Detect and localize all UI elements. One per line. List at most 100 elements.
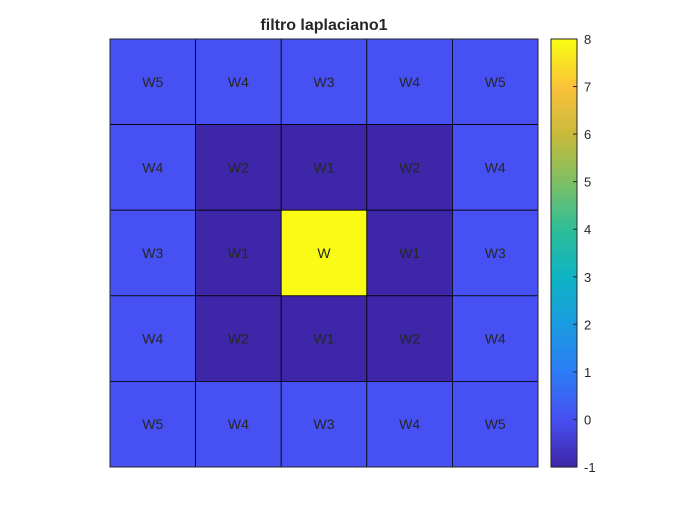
- colorbar-gradient-segment: [551, 460, 577, 465]
- colorbar-gradient-segment: [551, 396, 577, 401]
- colorbar-gradient-segment: [551, 149, 577, 154]
- colorbar-gradient-segment: [551, 229, 577, 234]
- cell-label-r1-c2: W4: [228, 74, 249, 90]
- colorbar-gradient-segment: [551, 463, 577, 468]
- cell-label-r2-c3: W1: [314, 159, 335, 175]
- colorbar-gradient-segment: [551, 216, 577, 221]
- heatmap-cell-r2-c5: [451, 124, 539, 211]
- colorbar-gradient-segment: [551, 222, 577, 227]
- colorbar-gradient-segment: [551, 333, 577, 338]
- colorbar-gradient-segment: [551, 436, 577, 441]
- heatmap-cell-r5-c2: [195, 380, 282, 468]
- colorbar-gradient-segment: [551, 286, 577, 291]
- colorbar-gradient-segment: [551, 182, 577, 187]
- colorbar-gradient-segment: [551, 420, 577, 425]
- colorbar-gradient-segment: [551, 166, 577, 171]
- cell-label-r5-c5: W5: [485, 416, 506, 432]
- colorbar-gradient-segment: [551, 376, 577, 381]
- colorbar-gradient-segment: [551, 273, 577, 278]
- colorbar-gradient-segment: [551, 259, 577, 264]
- colorbar-gradient-segment: [551, 383, 577, 388]
- colorbar-gradient-segment: [551, 209, 577, 214]
- colorbar-gradient-segment: [551, 319, 577, 324]
- chart-title: filtro laplaciano1: [260, 17, 387, 34]
- colorbar-gradient-segment: [551, 363, 577, 368]
- colorbar-gradient-segment: [551, 219, 577, 224]
- colorbar-gradient-segment: [551, 380, 577, 385]
- colorbar-gradient-segment: [551, 433, 577, 438]
- colorbar-gradient-segment: [551, 102, 577, 107]
- colorbar-gradient-segment: [551, 453, 577, 458]
- colorbar-gradient-segment: [551, 326, 577, 331]
- colorbar-gradient-segment: [551, 65, 577, 70]
- colorbar-gradient-segment: [551, 360, 577, 364]
- colorbar-gradient-segment: [551, 172, 577, 177]
- colorbar-gradient-segment: [551, 279, 577, 284]
- colorbar-gradient-segment: [551, 62, 577, 67]
- heatmap-cell-r5-c5: [451, 380, 539, 468]
- colorbar-gradient-segment: [551, 79, 577, 84]
- colorbar-gradient-segment: [551, 343, 577, 348]
- colorbar-gradient-segment: [551, 186, 577, 191]
- heatmap-cell-r1-c4: [366, 38, 453, 125]
- colorbar-gradient-segment: [551, 125, 577, 130]
- colorbar-gradient-segment: [551, 159, 577, 164]
- colorbar-gradient-segment: [551, 112, 577, 117]
- colorbar-gradient-segment: [551, 430, 577, 435]
- colorbar-gradient-segment: [551, 156, 577, 160]
- heatmap-cell-r5-c1: [109, 380, 196, 468]
- colorbar-gradient-segment: [551, 410, 577, 415]
- colorbar-gradient-segment: [551, 115, 577, 120]
- colorbar-gradient-segment: [551, 423, 577, 428]
- colorbar-gradient-segment: [551, 336, 577, 341]
- colorbar-gradient-segment: [551, 242, 577, 247]
- colorbar-gradient-segment: [551, 226, 577, 231]
- colorbar-gradient-segment: [551, 346, 577, 351]
- heatmap-cell-r1-c2: [195, 38, 282, 125]
- colorbar-gradient-segment: [551, 313, 577, 318]
- heatmap-cell-r2-c1: [109, 124, 196, 211]
- cell-label-r4-c1: W4: [142, 331, 163, 347]
- heatmap-cells: W5 W4 W3 W4 W5 W4 W2 W1 W2 W4 W3 W1 W W1 W3 W4 W2 W1 W2 W4 W…: [109, 38, 539, 468]
- colorbar-gradient-segment: [551, 390, 577, 395]
- cell-label-r5-c3: W3: [314, 416, 335, 432]
- colorbar-gradient-segment: [551, 239, 577, 244]
- colorbar-gradient-segment: [551, 109, 577, 114]
- colorbar-gradient-segment: [551, 139, 577, 144]
- colorbar-gradient-segment: [551, 456, 577, 461]
- colorbar-gradient-segment: [551, 443, 577, 448]
- colorbar-gradient-segment: [551, 92, 577, 97]
- colorbar-gradient-segment: [551, 256, 577, 261]
- colorbar-gradient-segment: [551, 122, 577, 127]
- cell-label-r4-c3: W1: [314, 331, 335, 347]
- heatmap-cell-r3-c3: [280, 209, 368, 297]
- colorbar-border: [550, 38, 578, 468]
- colorbar-gradient-segment: [551, 446, 577, 451]
- colorbar-gradient-segment: [551, 95, 577, 100]
- colorbar-gradient-segment: [551, 289, 577, 294]
- colorbar-gradient-segment: [551, 373, 577, 378]
- cell-label-r4-c2: W2: [228, 331, 249, 347]
- heatmap-cell-r4-c5: [451, 295, 539, 382]
- heatmap-cell-r4-c4: [366, 295, 453, 382]
- cell-label-r5-c1: W5: [142, 416, 163, 432]
- colorbar-gradient-segment: [551, 89, 577, 94]
- colorbar: -1 0 1 2 3 4 5 6 7 8: [550, 32, 596, 475]
- colorbar-gradient-segment: [551, 366, 577, 371]
- colorbar-gradient-segment: [551, 393, 577, 398]
- heatmap-cell-r5-c3: [280, 380, 368, 468]
- colorbar-gradient-segment: [551, 353, 577, 358]
- colorbar-tick-label-1: 1: [584, 365, 591, 380]
- colorbar-gradient-segment: [551, 296, 577, 301]
- colorbar-tick-label-0: 0: [584, 412, 591, 427]
- colorbar-gradient-segment: [551, 426, 577, 431]
- colorbar-gradient-segment: [551, 212, 577, 217]
- colorbar-gradient-segment: [551, 406, 577, 411]
- colorbar-gradient-segment: [551, 176, 577, 181]
- colorbar-gradient-segment: [551, 370, 577, 374]
- colorbar-gradient-segment: [551, 152, 577, 157]
- cell-label-r2-c1: W4: [142, 159, 163, 175]
- colorbar-gradient-segment: [551, 75, 577, 80]
- colorbar-gradient-segment: [551, 52, 577, 57]
